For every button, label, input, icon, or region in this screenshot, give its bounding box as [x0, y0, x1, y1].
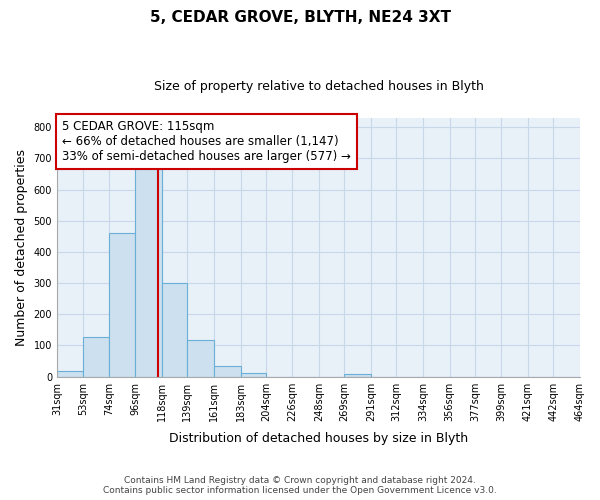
Bar [241, 373, 266, 376]
Bar [109, 233, 136, 376]
Bar [162, 283, 187, 376]
Title: Size of property relative to detached houses in Blyth: Size of property relative to detached ho… [154, 80, 484, 93]
Bar [187, 340, 214, 376]
Text: 5, CEDAR GROVE, BLYTH, NE24 3XT: 5, CEDAR GROVE, BLYTH, NE24 3XT [149, 10, 451, 25]
Bar [83, 336, 109, 376]
Text: Contains HM Land Registry data © Crown copyright and database right 2024.
Contai: Contains HM Land Registry data © Crown c… [103, 476, 497, 495]
Text: 5 CEDAR GROVE: 115sqm
← 66% of detached houses are smaller (1,147)
33% of semi-d: 5 CEDAR GROVE: 115sqm ← 66% of detached … [62, 120, 351, 164]
Bar [57, 371, 83, 376]
Y-axis label: Number of detached properties: Number of detached properties [15, 148, 28, 346]
X-axis label: Distribution of detached houses by size in Blyth: Distribution of detached houses by size … [169, 432, 468, 445]
Bar [214, 366, 241, 376]
Bar [344, 374, 371, 376]
Bar [136, 169, 162, 376]
